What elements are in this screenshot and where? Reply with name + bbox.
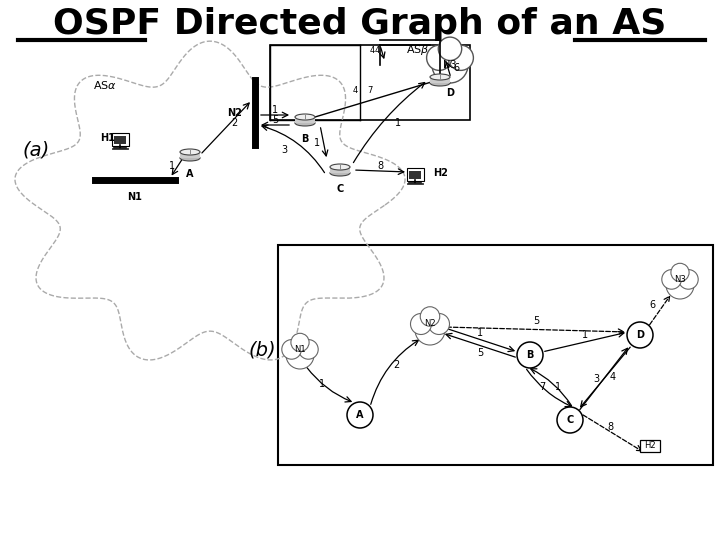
Bar [180, 152, 200, 158]
Circle shape [410, 314, 431, 334]
Text: N2: N2 [424, 320, 436, 328]
Circle shape [291, 333, 309, 352]
Ellipse shape [330, 170, 350, 176]
Text: H2: H2 [433, 168, 448, 178]
Bar [430, 77, 450, 83]
Bar [640, 440, 660, 452]
Text: (b): (b) [248, 341, 276, 360]
Bar [407, 183, 423, 184]
Text: 6: 6 [453, 63, 459, 73]
Circle shape [347, 402, 373, 428]
Text: OSPF Directed Graph of an AS: OSPF Directed Graph of an AS [53, 7, 667, 41]
Text: 2: 2 [231, 118, 237, 129]
Text: 4: 4 [610, 373, 616, 382]
FancyBboxPatch shape [407, 167, 423, 180]
Text: 7: 7 [539, 382, 545, 393]
Circle shape [666, 271, 694, 299]
Text: 1: 1 [315, 138, 320, 147]
Text: 1: 1 [555, 382, 561, 393]
Circle shape [426, 45, 452, 70]
Text: D: D [446, 88, 454, 98]
Circle shape [662, 269, 681, 289]
Text: H1: H1 [100, 133, 115, 143]
Bar [295, 117, 315, 123]
Text: 1: 1 [477, 327, 483, 338]
Text: C: C [336, 184, 343, 194]
Circle shape [671, 264, 689, 281]
Circle shape [415, 315, 445, 345]
Text: D: D [636, 330, 644, 340]
Text: AS$\alpha$: AS$\alpha$ [93, 79, 117, 91]
Circle shape [428, 314, 449, 334]
Text: A: A [356, 410, 364, 420]
Circle shape [517, 342, 543, 368]
Circle shape [420, 307, 440, 326]
Text: A: A [186, 169, 194, 179]
Text: 1: 1 [319, 379, 325, 389]
Circle shape [438, 37, 462, 60]
Ellipse shape [430, 80, 450, 86]
Ellipse shape [180, 155, 200, 161]
Text: 8: 8 [377, 161, 384, 171]
Bar [409, 171, 421, 179]
Text: B: B [526, 350, 534, 360]
Text: 3: 3 [281, 145, 287, 155]
Ellipse shape [180, 149, 200, 155]
Text: N3: N3 [444, 60, 456, 70]
Text: N2: N2 [227, 108, 242, 118]
Text: 1: 1 [272, 105, 278, 115]
Ellipse shape [295, 120, 315, 126]
Bar [278, 245, 713, 465]
Text: 3: 3 [593, 374, 599, 383]
Circle shape [448, 45, 474, 70]
Bar [114, 137, 126, 144]
Text: 1: 1 [582, 330, 588, 340]
Circle shape [627, 322, 653, 348]
Circle shape [432, 47, 468, 83]
Circle shape [299, 340, 318, 359]
Text: 5: 5 [477, 348, 483, 357]
Text: C: C [567, 415, 574, 425]
Circle shape [282, 340, 302, 359]
Ellipse shape [430, 74, 450, 80]
Text: 2: 2 [393, 360, 399, 369]
Text: AS$\beta$: AS$\beta$ [406, 43, 430, 57]
Text: 4: 4 [352, 86, 358, 95]
Text: 8: 8 [607, 422, 613, 431]
Text: B: B [301, 134, 309, 144]
Text: 1: 1 [395, 118, 401, 127]
Text: 5: 5 [533, 316, 539, 327]
Text: 4: 4 [375, 46, 380, 55]
Text: 7: 7 [367, 86, 373, 95]
Text: H2: H2 [644, 442, 656, 450]
Bar [270, 45, 470, 120]
Text: 1: 1 [169, 161, 176, 171]
Text: N1: N1 [127, 192, 143, 202]
Circle shape [557, 407, 583, 433]
Text: (a): (a) [22, 140, 49, 159]
Bar [112, 148, 128, 149]
Bar [330, 167, 350, 173]
Text: 6: 6 [649, 300, 655, 310]
FancyBboxPatch shape [112, 132, 128, 145]
Circle shape [286, 341, 314, 369]
Text: N1: N1 [294, 345, 306, 354]
Ellipse shape [295, 114, 315, 120]
Text: 5: 5 [272, 115, 278, 125]
Text: N3: N3 [674, 274, 686, 284]
Ellipse shape [330, 164, 350, 170]
Circle shape [679, 269, 698, 289]
Text: 4: 4 [370, 46, 375, 55]
